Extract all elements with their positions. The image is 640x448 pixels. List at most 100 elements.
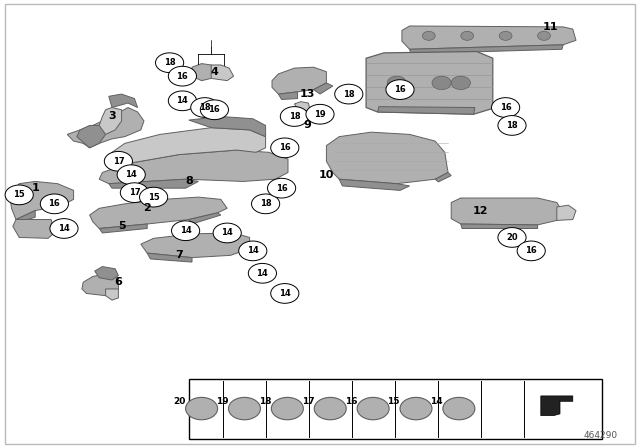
Text: 15: 15 [387,397,400,406]
Text: 19: 19 [216,397,228,406]
Text: 17: 17 [129,188,140,197]
Circle shape [443,397,475,420]
Text: 10: 10 [319,170,334,180]
Text: 18: 18 [259,397,271,406]
Polygon shape [118,168,141,181]
Circle shape [461,31,474,40]
Text: 3: 3 [108,112,116,121]
Text: 16: 16 [344,397,357,406]
Text: 18: 18 [260,199,271,208]
Text: 14: 14 [177,96,188,105]
Circle shape [213,223,241,243]
Circle shape [168,91,196,111]
Polygon shape [278,92,298,99]
Text: 16: 16 [279,143,291,152]
Circle shape [140,187,168,207]
Circle shape [252,194,280,214]
Circle shape [156,53,184,73]
Circle shape [538,31,550,40]
Polygon shape [339,179,410,190]
Text: 7: 7 [175,250,183,260]
Polygon shape [141,233,250,258]
Text: 20: 20 [506,233,518,242]
Polygon shape [294,102,310,112]
Circle shape [498,228,526,247]
Polygon shape [90,197,227,228]
Text: 16: 16 [49,199,60,208]
Polygon shape [211,65,234,81]
Text: 18: 18 [506,121,518,130]
Polygon shape [451,198,562,225]
Circle shape [271,397,303,420]
Polygon shape [109,128,266,164]
Circle shape [271,284,299,303]
Text: 2: 2 [143,203,151,213]
Polygon shape [95,267,118,280]
Circle shape [228,397,260,420]
Circle shape [335,84,363,104]
Text: 4: 4 [211,67,218,77]
Text: 18: 18 [289,112,300,121]
Polygon shape [402,26,576,49]
Text: 8: 8 [185,177,193,186]
Text: 14: 14 [257,269,268,278]
Polygon shape [557,205,576,220]
Text: 15: 15 [13,190,25,199]
Circle shape [451,76,470,90]
Circle shape [40,194,68,214]
Polygon shape [272,67,326,94]
Text: 18: 18 [343,90,355,99]
Circle shape [400,397,432,420]
Text: 16: 16 [500,103,511,112]
Text: 12: 12 [472,206,488,215]
Polygon shape [10,181,74,220]
Circle shape [492,98,520,117]
Text: 464290: 464290 [584,431,618,440]
Circle shape [120,183,148,202]
Circle shape [357,397,389,420]
Circle shape [306,104,334,124]
Polygon shape [189,116,266,137]
Polygon shape [461,224,538,228]
Circle shape [498,116,526,135]
Text: 14: 14 [430,397,443,406]
Circle shape [50,219,78,238]
Circle shape [168,66,196,86]
Circle shape [499,31,512,40]
Text: 6: 6 [115,277,122,287]
Text: 18: 18 [199,103,211,112]
Polygon shape [82,274,118,296]
Polygon shape [378,107,475,114]
Polygon shape [109,179,198,188]
Circle shape [314,397,346,420]
Polygon shape [410,45,563,54]
Polygon shape [435,172,451,182]
Polygon shape [109,94,138,108]
Text: 14: 14 [247,246,259,255]
Text: 17: 17 [301,397,314,406]
Text: 18: 18 [164,58,175,67]
Text: 5: 5 [118,221,125,231]
Polygon shape [99,224,147,233]
Polygon shape [99,108,122,134]
Polygon shape [326,132,448,184]
Circle shape [432,76,451,90]
Text: 14: 14 [221,228,233,237]
Polygon shape [16,211,35,222]
Circle shape [239,241,267,261]
Text: 14: 14 [279,289,291,298]
Polygon shape [366,52,493,114]
Text: 1: 1 [31,183,39,193]
Circle shape [104,151,132,171]
Text: 14: 14 [180,226,191,235]
Text: 9: 9 [303,121,311,130]
Circle shape [172,221,200,241]
Circle shape [186,397,218,420]
Circle shape [271,138,299,158]
Bar [189,379,602,439]
Polygon shape [77,125,106,148]
Polygon shape [189,213,221,224]
Polygon shape [192,64,214,81]
Text: 15: 15 [148,193,159,202]
Circle shape [387,76,406,90]
